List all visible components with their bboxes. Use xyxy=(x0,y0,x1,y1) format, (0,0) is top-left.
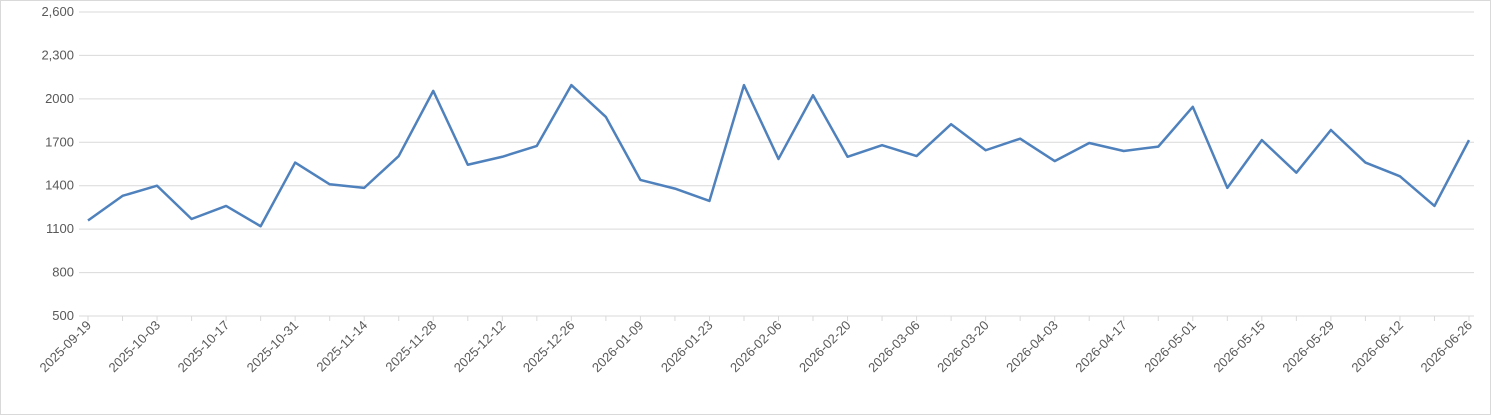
y-tick-label: 2,300 xyxy=(41,47,74,62)
y-tick-label: 2000 xyxy=(45,91,74,106)
y-tick-label: 500 xyxy=(52,308,74,323)
y-tick-label: 1400 xyxy=(45,178,74,193)
y-tick-label: 800 xyxy=(52,265,74,280)
y-tick-label: 1700 xyxy=(45,134,74,149)
y-tick-label: 1100 xyxy=(46,221,74,236)
line xyxy=(87,83,1471,228)
y-tick-label: 2,600 xyxy=(41,4,74,19)
